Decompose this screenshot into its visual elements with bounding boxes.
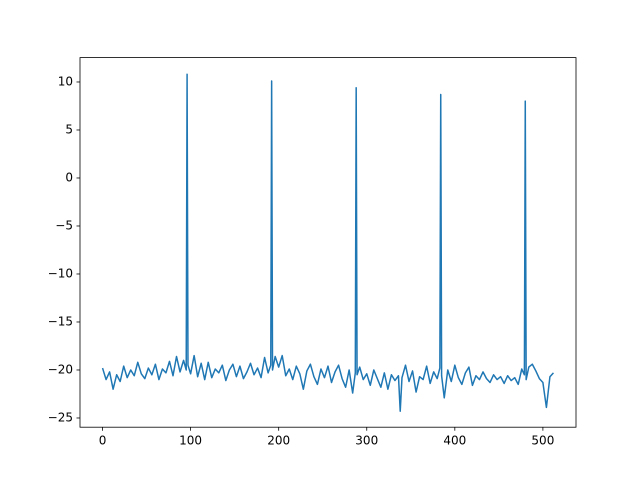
axes-frame xyxy=(79,57,577,428)
y-tick-label: −5 xyxy=(55,218,73,232)
x-tick-label: 400 xyxy=(443,434,466,448)
plot-area xyxy=(80,57,576,428)
x-tick-label: 300 xyxy=(355,434,378,448)
x-tick-label: 0 xyxy=(99,434,107,448)
y-tick-label: −15 xyxy=(48,314,73,328)
y-tick-label: −10 xyxy=(48,266,73,280)
y-tick-label: −20 xyxy=(48,362,73,376)
y-tick-label: 0 xyxy=(65,170,73,184)
y-tick-label: 10 xyxy=(58,74,73,88)
y-tick-label: −25 xyxy=(48,410,73,424)
x-tick-label: 200 xyxy=(267,434,290,448)
x-tick-label: 100 xyxy=(179,434,202,448)
y-tick-label: 5 xyxy=(65,122,73,136)
x-tick-label: 500 xyxy=(531,434,554,448)
data-line xyxy=(101,73,555,413)
